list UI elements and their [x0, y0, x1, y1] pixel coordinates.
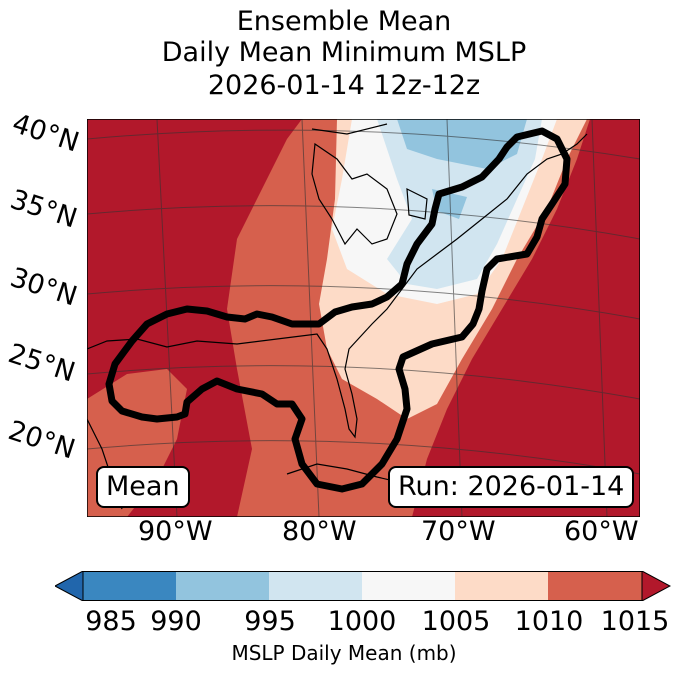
- lon-label-70w: 70°W: [421, 516, 496, 547]
- title-line-3: 2026-01-14 12z-12z: [207, 70, 481, 101]
- lat-label-40n: 40°N: [8, 108, 83, 159]
- lon-label-60w: 60°W: [564, 516, 639, 547]
- colorbar-extend-high: [641, 571, 671, 601]
- colorbar-extend-low: [55, 571, 84, 601]
- mean-label-box: Mean: [96, 466, 190, 508]
- colorbar-bin-990-995: [176, 571, 269, 601]
- colorbar: [55, 571, 671, 601]
- lat-label-35n: 35°N: [6, 184, 81, 235]
- colorbar-tick-995: 995: [244, 606, 296, 637]
- title-line-2: Daily Mean Minimum MSLP: [161, 37, 527, 68]
- colorbar-bin-995-1000: [269, 571, 362, 601]
- colorbar-tick-990: 990: [150, 606, 202, 637]
- colorbar-tick-985: 985: [85, 606, 137, 637]
- colorbar-tick-1010: 1010: [514, 606, 584, 637]
- colorbar-bin-985-990: [83, 571, 176, 601]
- colorbar-bin-1010-1015: [548, 571, 642, 601]
- mslp-map: [87, 119, 640, 517]
- colorbar-tick-1015: 1015: [600, 606, 670, 637]
- colorbar-bin-1005-1010: [455, 571, 548, 601]
- colorbar-tick-1005: 1005: [421, 606, 491, 637]
- title-line-1: Ensemble Mean: [236, 6, 452, 37]
- lat-label-30n: 30°N: [6, 262, 81, 313]
- colorbar-label: MSLP Daily Mean (mb): [231, 641, 457, 665]
- graticule: [87, 119, 640, 517]
- colorbar-bin-1000-1005: [362, 571, 455, 601]
- contour-outline: [105, 127, 571, 493]
- run-label-box: Run: 2026-01-14: [388, 466, 635, 508]
- colorbar-tick-1000: 1000: [327, 606, 397, 637]
- lat-label-25n: 25°N: [4, 338, 79, 389]
- lon-label-90w: 90°W: [138, 516, 213, 547]
- band-990-995: [397, 119, 527, 219]
- lat-label-20n: 20°N: [4, 415, 79, 466]
- lon-label-80w: 80°W: [282, 516, 357, 547]
